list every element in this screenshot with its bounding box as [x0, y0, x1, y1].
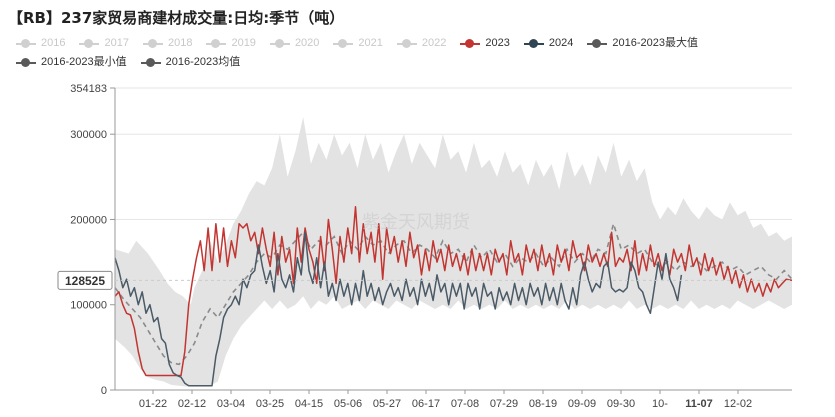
x-tick-label: 09-09	[568, 398, 596, 410]
legend-marker-icon	[587, 38, 608, 49]
x-tick-label: 04-15	[295, 398, 323, 410]
legend-label: 2019	[231, 37, 256, 49]
axis-layer: 0 100000 200000 300000 354183 01-22 02-12 03-04…	[57, 83, 792, 410]
watermark: 紫金天风期货	[362, 212, 470, 233]
x-tick-label: 08-19	[529, 398, 557, 410]
legend-label: 2021	[358, 37, 383, 49]
x-tick-label: 05-27	[373, 398, 401, 410]
chart-legend: 2016 2017 2018 2019 2020 2021 2022 2023 2024 2016…	[16, 34, 826, 72]
legend-item-8[interactable]: 2024	[523, 34, 574, 53]
legend-item-7[interactable]: 2023	[460, 34, 510, 53]
x-tick-label: 11-07	[685, 398, 713, 410]
x-tick-label: 07-08	[451, 398, 479, 410]
y-tick-label: 200000	[70, 214, 107, 226]
legend-marker-icon	[396, 38, 417, 49]
chart-title: 【RB】237家贸易商建材成交量:日均:季节（吨）	[8, 9, 345, 27]
y-tick-label: 0	[101, 385, 107, 397]
legend-item-6[interactable]: 2022	[396, 34, 447, 53]
series-2024-line	[114, 231, 683, 387]
x-tick-label: 07-29	[490, 398, 518, 410]
highlight-value-box	[57, 270, 113, 290]
highlight-value-label: 128525	[65, 274, 105, 288]
legend-marker-icon	[206, 38, 227, 49]
legend-marker-icon	[140, 57, 161, 68]
legend-marker-icon	[16, 38, 36, 49]
x-tick-label: 12-02	[724, 398, 752, 410]
legend-item-4[interactable]: 2020	[269, 34, 320, 53]
x-tick-label: 06-17	[412, 398, 440, 410]
legend-item-0[interactable]: 2016	[16, 34, 65, 53]
legend-marker-icon	[16, 57, 36, 68]
legend-marker-icon	[523, 38, 544, 49]
legend-marker-icon	[142, 38, 163, 49]
band-min-area	[115, 296, 792, 390]
x-tick-label: 09-30	[607, 398, 635, 410]
legend-marker-icon	[460, 38, 481, 49]
legend-item-3[interactable]: 2019	[206, 34, 256, 53]
x-tick-label: 03-04	[217, 398, 245, 410]
series-layer	[114, 205, 793, 387]
legend-label: 2016-2023最大值	[612, 37, 698, 49]
legend-label: 2016	[41, 37, 66, 49]
x-tick-label: 10-	[652, 398, 668, 410]
legend-item-5[interactable]: 2021	[333, 34, 383, 53]
y-tick-label: 300000	[70, 129, 107, 141]
legend-item-1[interactable]: 2017	[79, 34, 129, 53]
legend-label: 2022	[421, 37, 447, 49]
legend-item-2[interactable]: 2018	[142, 34, 193, 53]
legend-item-9[interactable]: 2016-2023最大值	[587, 34, 698, 53]
y-tick-label: 100000	[70, 300, 107, 312]
x-tick-label: 02-12	[178, 398, 206, 410]
legend-label: 2017	[104, 37, 129, 49]
legend-label: 2018	[167, 37, 193, 49]
x-tick-label: 03-25	[256, 398, 284, 410]
legend-label: 2016-2023最小值	[41, 56, 127, 68]
y-tick-label: 354183	[70, 83, 107, 95]
series-2023-line	[114, 205, 793, 377]
legend-label: 2020	[294, 37, 320, 49]
series-mean-line	[114, 220, 793, 366]
legend-marker-icon	[269, 38, 290, 49]
legend-marker-icon	[79, 38, 100, 49]
legend-marker-icon	[333, 38, 354, 49]
legend-label: 2023	[485, 37, 510, 49]
legend-label: 2024	[548, 37, 574, 49]
legend-item-11[interactable]: 2016-2023均值	[140, 53, 241, 72]
legend-label: 2016-2023均值	[165, 56, 241, 68]
legend-item-10[interactable]: 2016-2023最小值	[16, 53, 127, 72]
x-tick-label: 05-06	[334, 398, 362, 410]
band-layer	[115, 117, 792, 390]
x-tick-label: 01-22	[139, 398, 167, 410]
